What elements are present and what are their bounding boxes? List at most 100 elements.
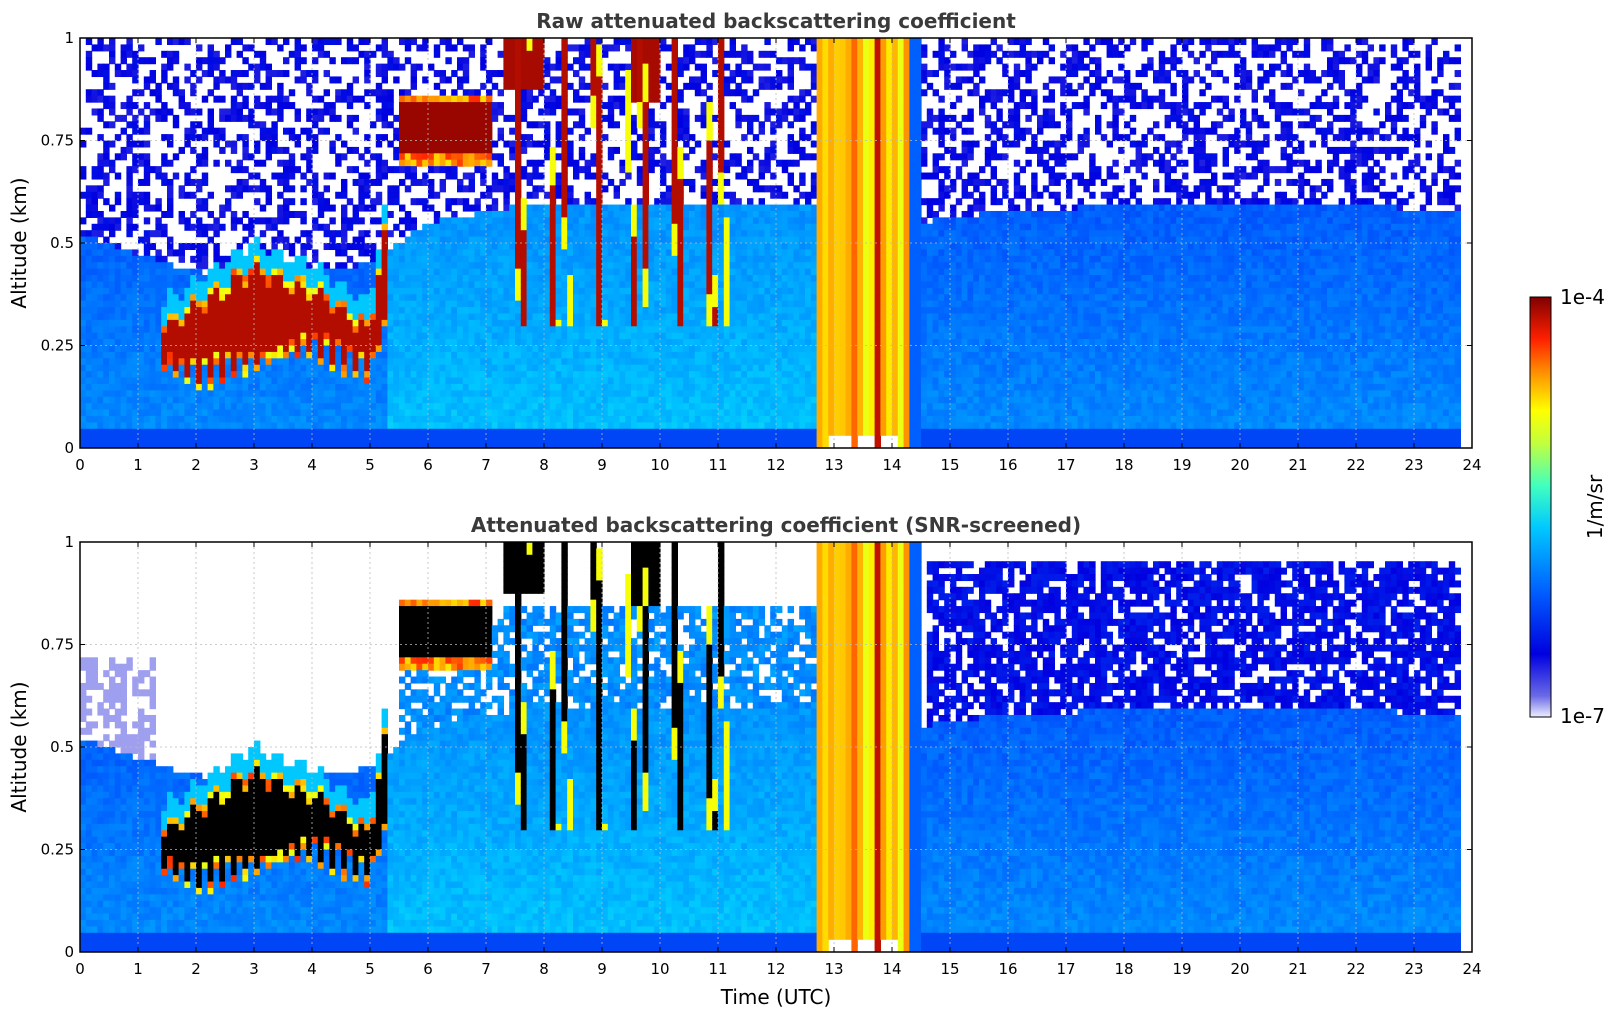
heatmap-cell — [341, 185, 348, 193]
heatmap-cell — [132, 204, 139, 212]
heatmap-cell — [486, 121, 493, 129]
heatmap-cell — [114, 307, 122, 315]
heatmap-cell — [335, 383, 342, 391]
heatmap-cell — [283, 428, 290, 436]
heatmap-cell — [167, 403, 174, 411]
heatmap-cell — [549, 63, 557, 71]
heatmap-cell — [375, 364, 383, 372]
heatmap-cell — [323, 409, 330, 417]
heatmap-cell — [410, 383, 417, 391]
heatmap-cell — [602, 102, 609, 110]
heatmap-cell — [358, 319, 365, 327]
heatmap-cell — [584, 127, 591, 135]
heatmap-cell — [375, 172, 383, 180]
heatmap-cell — [370, 198, 377, 206]
heatmap-cell — [172, 89, 180, 97]
heatmap-cell — [364, 50, 371, 58]
heatmap-cell — [230, 377, 238, 385]
heatmap-cell — [277, 255, 284, 263]
heatmap-cell — [190, 326, 197, 334]
heatmap-cell — [410, 396, 417, 404]
heatmap-cell — [225, 415, 232, 423]
heatmap-cell — [573, 159, 580, 167]
heatmap-cell — [259, 275, 267, 283]
heatmap-cell — [184, 191, 191, 199]
heatmap-cell — [126, 63, 133, 71]
heatmap-cell — [80, 275, 87, 283]
heatmap-cell — [439, 351, 446, 359]
heatmap-cell — [346, 383, 354, 391]
heatmap-cell — [370, 441, 377, 448]
heatmap-cell — [172, 281, 180, 289]
heatmap-cell — [433, 332, 441, 340]
heatmap-cell — [317, 339, 325, 347]
heatmap-cell — [399, 89, 406, 97]
heatmap-cell — [399, 255, 406, 263]
heatmap-cell — [306, 294, 313, 302]
heatmap-cell — [178, 358, 185, 366]
heatmap-cell — [85, 275, 93, 283]
heatmap-cell — [329, 102, 336, 110]
heatmap-cell — [393, 134, 400, 142]
heatmap-cell — [161, 223, 168, 231]
heatmap-cell — [555, 371, 562, 379]
heatmap-cell — [532, 326, 539, 334]
heatmap-cell — [126, 409, 133, 417]
heatmap-cell — [544, 415, 551, 423]
heatmap-cell — [457, 57, 464, 65]
heatmap-cell — [497, 339, 504, 347]
heatmap-cell — [230, 351, 238, 359]
heatmap-cell — [625, 294, 632, 302]
heatmap-cell — [631, 146, 638, 154]
heatmap-cell — [573, 415, 580, 423]
heatmap-cell — [143, 204, 151, 212]
heatmap-cell — [538, 82, 545, 90]
heatmap-cell — [625, 255, 632, 263]
heatmap-cell — [149, 204, 156, 212]
heatmap-cell — [607, 275, 615, 283]
heatmap-cell — [457, 121, 464, 129]
heatmap-cell — [294, 358, 301, 366]
heatmap-cell — [393, 313, 400, 321]
heatmap-cell — [120, 390, 127, 398]
heatmap-cell — [184, 415, 191, 423]
heatmap-cell — [190, 275, 197, 283]
heatmap-cell — [167, 38, 174, 46]
heatmap-cell — [312, 114, 319, 122]
heatmap-cell — [381, 89, 388, 97]
heatmap-cell — [625, 217, 632, 225]
heatmap-cell — [346, 422, 354, 430]
heatmap-cell — [480, 287, 487, 295]
heatmap-cell — [636, 57, 644, 65]
heatmap-cell — [265, 249, 272, 257]
heatmap-cell — [660, 345, 667, 353]
heatmap-cell — [399, 217, 406, 225]
heatmap-cell — [590, 204, 597, 212]
heatmap-cell — [317, 210, 325, 218]
heatmap-cell — [665, 159, 673, 167]
heatmap-cell — [486, 403, 493, 411]
heatmap-cell — [329, 364, 336, 372]
heatmap-cell — [306, 364, 313, 372]
heatmap-cell — [544, 275, 551, 283]
heatmap-cell — [236, 294, 243, 302]
heatmap-cell — [619, 319, 626, 327]
heatmap-cell — [167, 50, 174, 58]
heatmap-cell — [399, 262, 406, 270]
heatmap-cell — [532, 204, 539, 212]
heatmap-cell — [486, 313, 493, 321]
heatmap-cell — [619, 332, 626, 340]
heatmap-cell — [422, 313, 429, 321]
heatmap-cell — [590, 332, 597, 340]
heatmap-cell — [497, 134, 504, 142]
heatmap-cell — [619, 249, 626, 257]
heatmap-cell — [184, 326, 191, 334]
heatmap-cell — [410, 415, 417, 423]
heatmap-cell — [549, 210, 557, 218]
heatmap-cell — [236, 300, 243, 308]
heatmap-cell — [155, 255, 162, 263]
heatmap-cell — [283, 358, 290, 366]
heatmap-cell — [161, 76, 168, 84]
heatmap-cell — [370, 268, 377, 276]
heatmap-cell — [109, 57, 116, 65]
